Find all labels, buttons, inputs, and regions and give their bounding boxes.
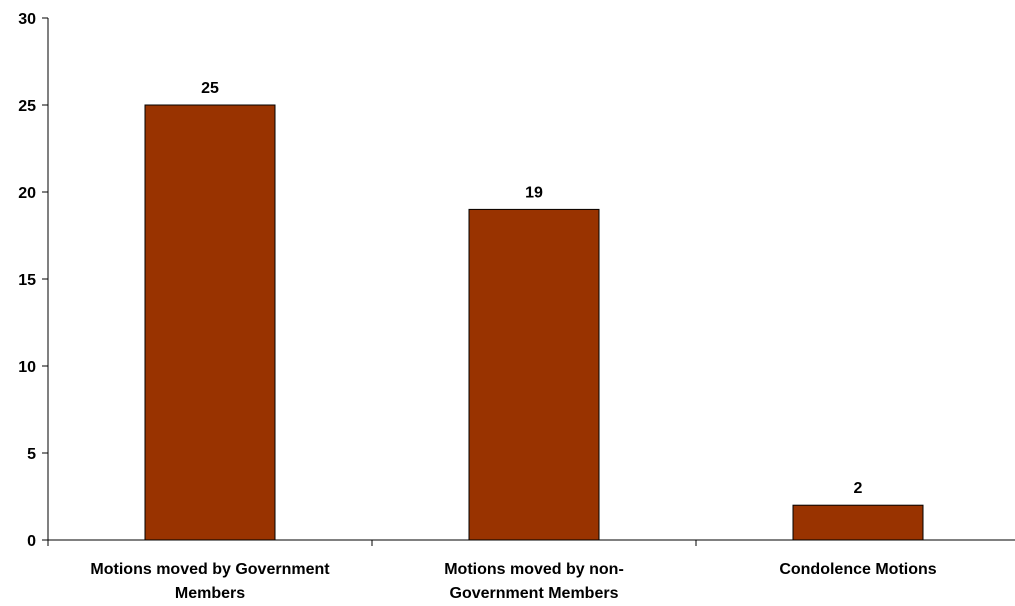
category-label: Motions moved by Government: [90, 561, 330, 578]
data-label: 2: [854, 480, 863, 497]
y-tick-label: 20: [18, 185, 36, 202]
category-label: Motions moved by non-: [444, 561, 624, 578]
data-labels: 25 19 2: [201, 80, 862, 497]
bar: [792, 504, 924, 541]
category-label: Government Members: [450, 585, 619, 602]
y-tick-label: 5: [27, 446, 36, 463]
y-tick-label: 0: [27, 533, 36, 550]
y-tick-label: 30: [18, 11, 36, 28]
y-tick-label: 10: [18, 359, 36, 376]
category-label: Condolence Motions: [779, 561, 936, 578]
x-axis: [47, 539, 1015, 546]
data-label: 25: [201, 80, 219, 97]
bar: [468, 208, 600, 541]
category-labels: Motions moved by Government Members Motion…: [90, 561, 936, 602]
bar: [144, 104, 276, 541]
y-tick-label: 25: [18, 98, 36, 115]
category-label: Members: [175, 585, 245, 602]
data-label: 19: [525, 184, 543, 201]
bars: [144, 104, 924, 541]
y-tick-label: 15: [18, 272, 36, 289]
y-axis: 0 5 10 15 20 25 30: [18, 11, 49, 550]
